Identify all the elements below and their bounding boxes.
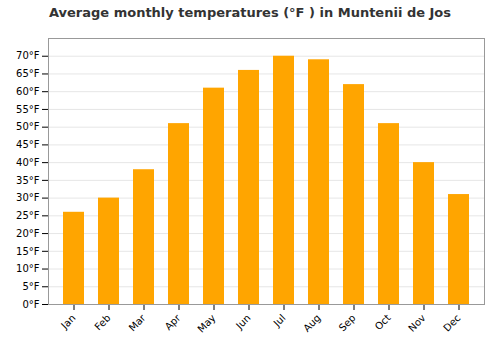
svg-text:Mar: Mar — [127, 312, 149, 334]
svg-text:5°F: 5°F — [22, 281, 39, 292]
svg-text:10°F: 10°F — [16, 263, 40, 274]
svg-text:Jul: Jul — [271, 312, 288, 329]
svg-text:15°F: 15°F — [16, 246, 40, 257]
svg-text:40°F: 40°F — [16, 157, 40, 168]
svg-text:Oct: Oct — [373, 312, 393, 332]
html-text:Average monthly temperatures (: Average monthly temperatures (°F ) in Mu… — [48, 5, 451, 20]
svg-text:Apr: Apr — [163, 312, 184, 333]
svg-text:45°F: 45°F — [16, 139, 40, 150]
svg-text:0°F: 0°F — [22, 299, 39, 310]
svg-text:Jun: Jun — [233, 312, 253, 332]
svg-text:25°F: 25°F — [16, 210, 40, 221]
svg-text:Sep: Sep — [337, 312, 358, 333]
svg-text:55°F: 55°F — [16, 104, 40, 115]
svg-text:30°F: 30°F — [16, 192, 40, 203]
svg-text:60°F: 60°F — [16, 86, 40, 97]
svg-text:Nov: Nov — [406, 312, 428, 334]
svg-text:35°F: 35°F — [16, 175, 40, 186]
svg-text:Jan: Jan — [58, 312, 77, 331]
svg-text:Aug: Aug — [301, 312, 323, 334]
svg-text:70°F: 70°F — [16, 50, 40, 61]
svg-text:65°F: 65°F — [16, 68, 40, 79]
svg-text:May: May — [195, 312, 217, 334]
svg-text:Feb: Feb — [92, 312, 112, 332]
svg-text:20°F: 20°F — [16, 228, 40, 239]
svg-text:50°F: 50°F — [16, 121, 40, 132]
svg-text:Dec: Dec — [441, 312, 462, 333]
